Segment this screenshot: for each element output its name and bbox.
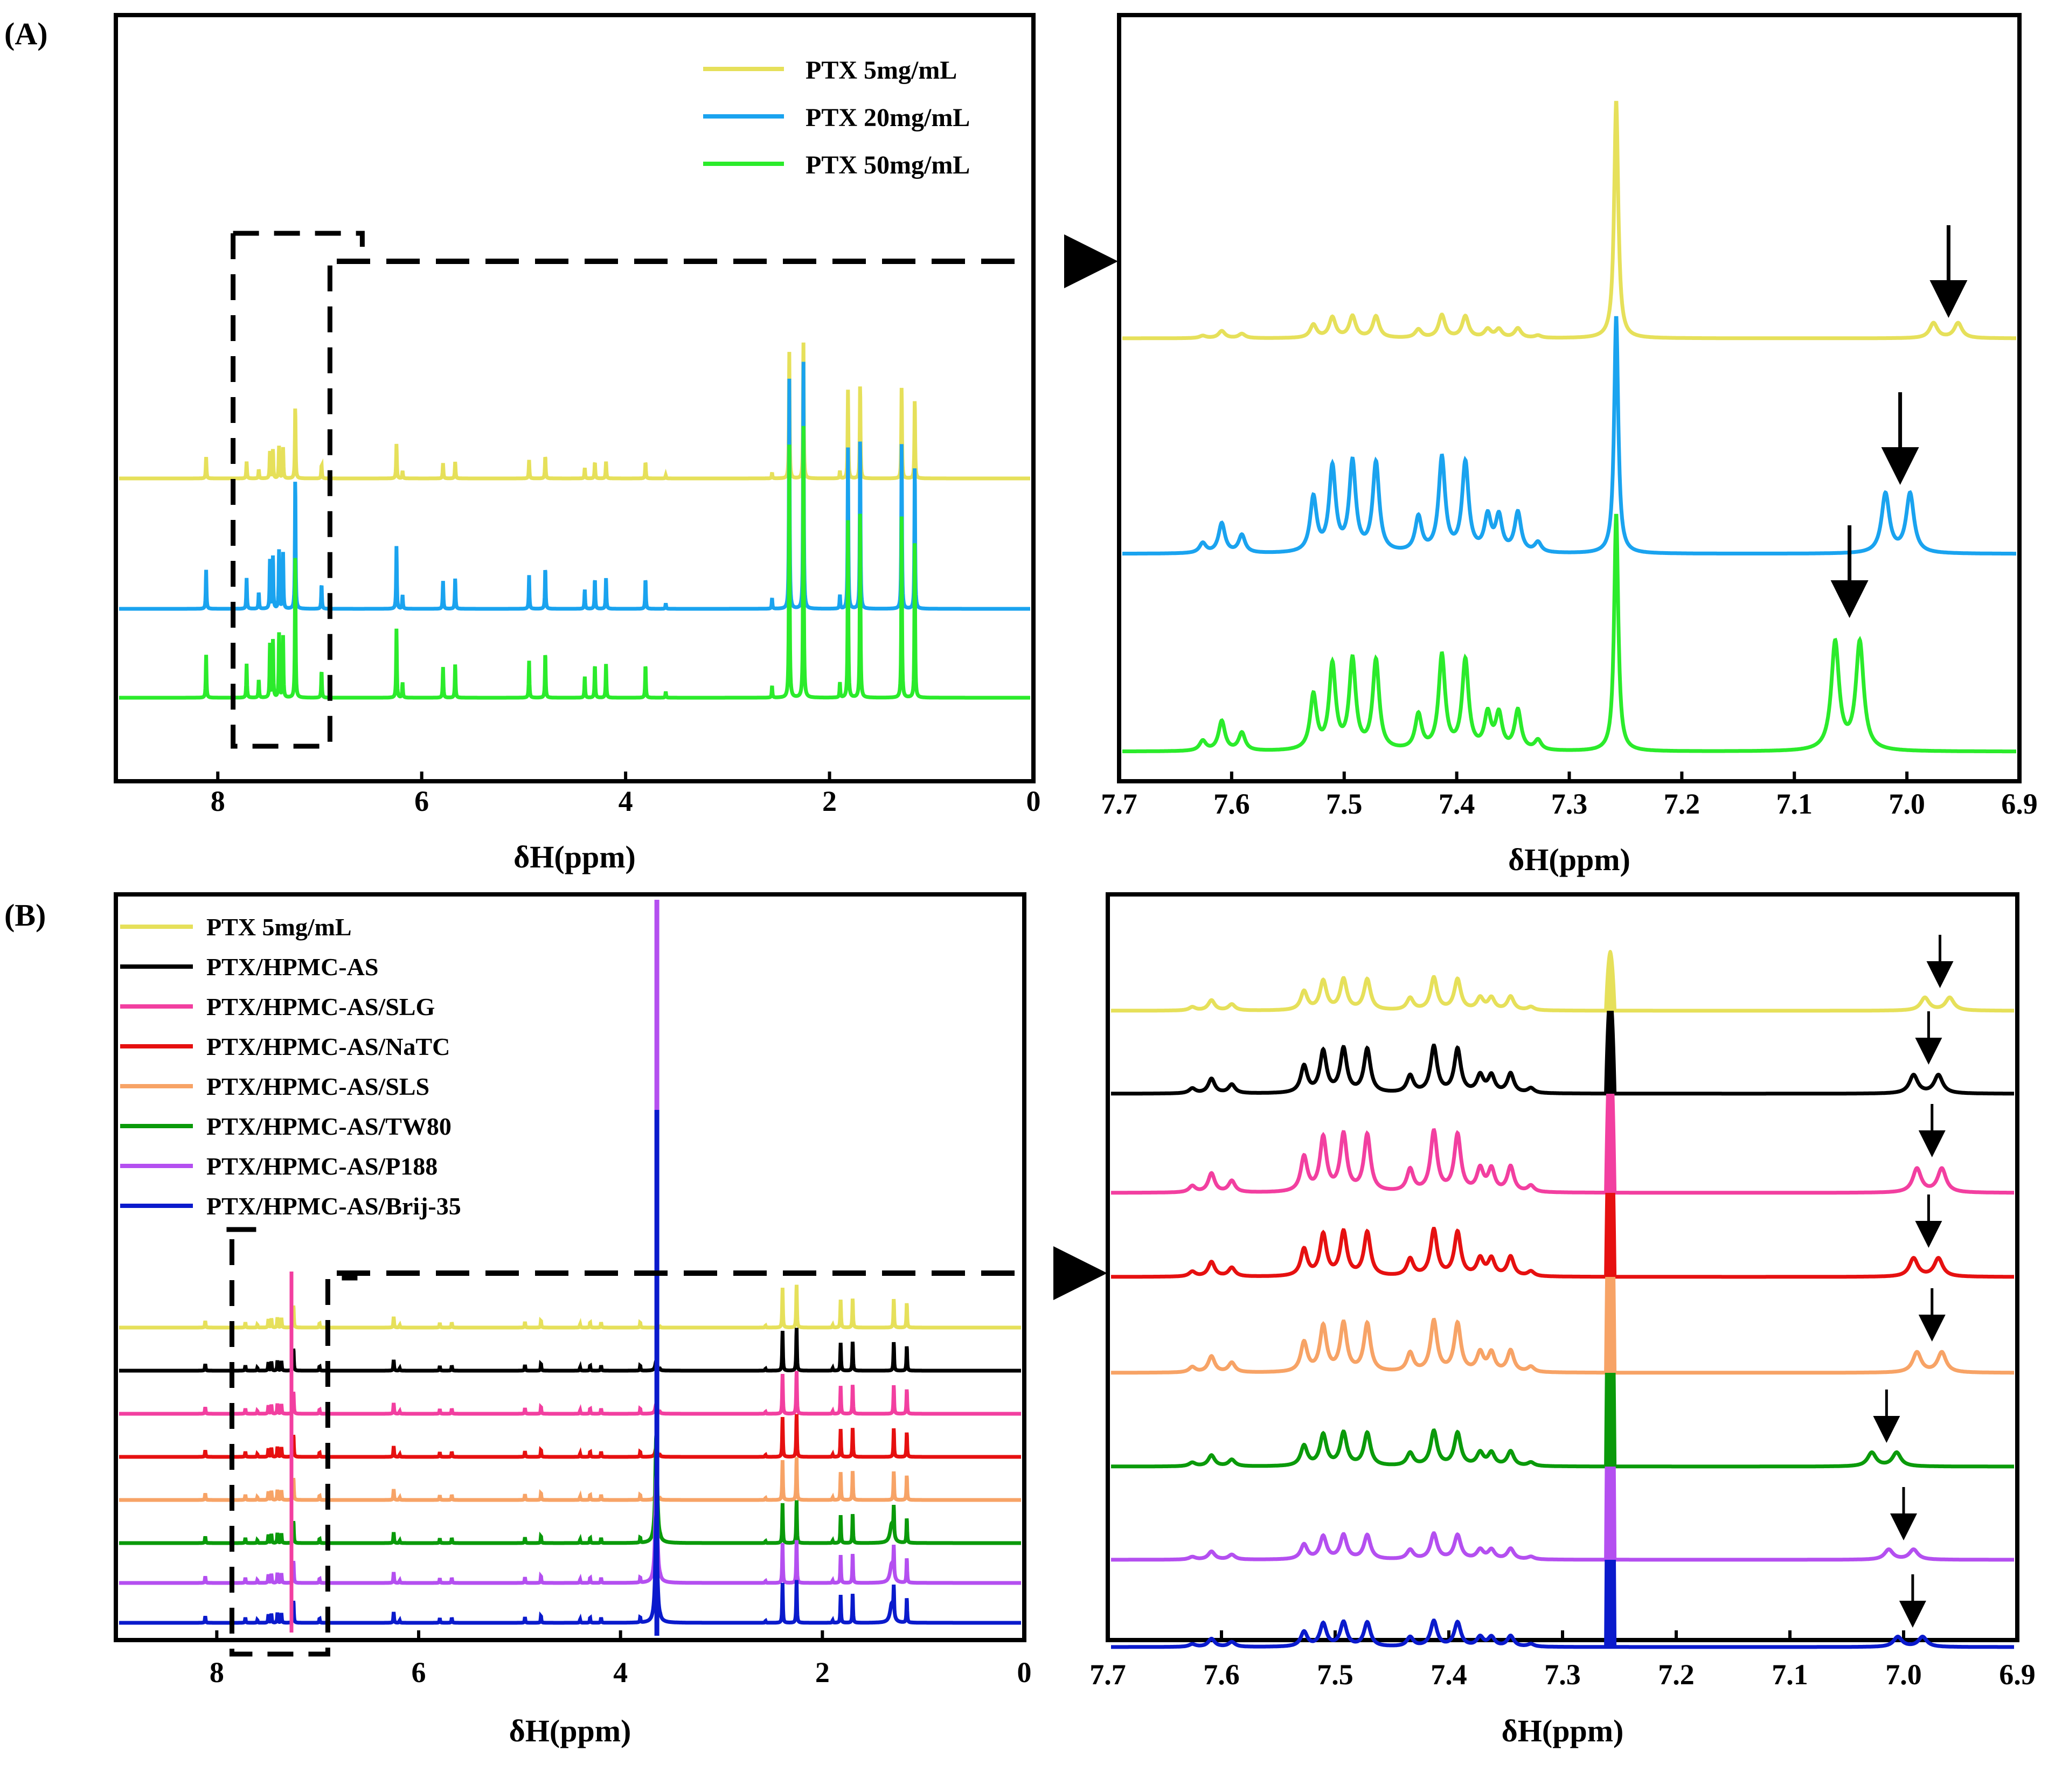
spectrum-line [119,1371,1021,1416]
panel-label-a: (A) [4,16,48,51]
x-tick-label: 7.6 [1213,788,1250,820]
inset-box [229,1239,358,1657]
legend-label: PTX/HPMC-AS [206,953,378,981]
x-tick-label: 2 [822,785,837,817]
plot-frame [114,892,1026,1642]
x-tick-label: 8 [210,1656,224,1689]
spectrum-line [119,1414,1021,1459]
x-tick-label: 7.5 [1317,1658,1353,1691]
x-tick-label: 6 [414,785,429,817]
legend-label: PTX/HPMC-AS/TW80 [206,1113,452,1140]
x-tick-label: 7.2 [1664,788,1700,820]
x-tick-label: 2 [815,1656,830,1689]
x-tick-label: 7.1 [1776,788,1813,820]
spectrum-line [119,1435,1021,1545]
x-axis-label: δH(ppm) [1508,842,1630,877]
spectrum-line [1122,513,2016,754]
x-tick-label: 6.9 [1999,1658,2036,1691]
spectrum-line [1111,1044,2014,1096]
legend-label: PTX 5mg/mL [206,913,352,941]
spectrum-line [1122,101,2016,341]
spectrum-line [1111,975,2014,1013]
chart-a-full: 8 6 4 2 0 δH(ppm) PTX 5mg/mL PTX 20mg/mL PTX 50m… [114,13,1041,874]
x-tick-label: 7.7 [1089,1658,1126,1691]
legend-label: PTX 20mg/mL [806,103,970,132]
legend-label: PTX 50mg/mL [806,151,970,179]
legend-label: PTX/HPMC-AS/P188 [206,1152,438,1180]
x-tick-label: 7.6 [1203,1658,1240,1691]
spectrum-line [1111,1428,2014,1469]
x-tick-label: 4 [619,785,633,817]
x-tick-label: 7.0 [1889,788,1925,820]
x-tick-label: 7.3 [1544,1658,1581,1691]
x-tick-label: 4 [613,1656,628,1689]
x-axis-label: δH(ppm) [509,1713,631,1748]
legend-label: PTX/HPMC-AS/SLG [206,993,435,1020]
spectrum-line [119,426,1030,700]
x-tick-label: 6 [412,1656,426,1689]
chart-b-full: 8 6 4 2 0 δH(ppm) PTX 5mg/mL PTX/HPMC-AS PTX/HPM… [114,892,1032,1748]
inset-box [231,231,365,749]
plot-frame [1106,892,2019,1642]
x-tick-label: 7.0 [1885,1658,1922,1691]
legend-label: PTX/HPMC-AS/NaTC [206,1033,450,1060]
chart-a-zoom: 7.7 7.6 7.5 7.4 7.3 7.2 7.1 7.0 6.9 δH(ppm) [1101,13,2038,877]
x-tick-label: 0 [1026,785,1041,817]
spectrum-line [119,342,1030,481]
x-tick-label: 8 [211,785,225,817]
x-tick-label: 0 [1017,1656,1032,1689]
x-axis-label: δH(ppm) [1502,1713,1624,1748]
spectrum-line [119,1475,1021,1585]
panel-label-b: (B) [4,898,46,933]
legend-label: PTX/HPMC-AS/SLS [206,1073,429,1100]
x-axis-label: δH(ppm) [513,839,636,874]
legend-label: PTX 5mg/mL [806,56,957,85]
spectrum-line [1111,1531,2014,1562]
x-tick-label: 7.4 [1431,1658,1467,1691]
spectrum-line [1122,316,2016,556]
legend-label: PTX/HPMC-AS/Brij-35 [206,1192,461,1220]
plot-frame [1117,13,2022,783]
reference-peak [1604,950,1617,1011]
plot-frame [114,13,1036,783]
spectrum-line [1111,1227,2014,1279]
spectrum-line [1111,1128,2014,1195]
spectrum-line [1111,1317,2014,1375]
x-tick-label: 7.3 [1551,788,1588,820]
spectrum-line [119,362,1030,611]
spectrum-line [119,1328,1021,1373]
x-tick-label: 6.9 [2001,788,2038,820]
spectrum-line [119,1515,1021,1625]
x-tick-label: 7.4 [1439,788,1475,820]
spectrum-line [1111,1619,2014,1649]
x-tick-label: 7.2 [1658,1658,1695,1691]
spectrum-line [119,1457,1021,1502]
x-tick-label: 7.7 [1101,788,1137,820]
chart-b-zoom: 7.7 7.6 7.5 7.4 7.3 7.2 7.1 7.0 6.9 δH(ppm) [1089,892,2036,1748]
spectrum-line [119,1284,1021,1330]
zoom-connectors [337,234,1118,1300]
x-tick-label: 7.5 [1326,788,1363,820]
x-tick-label: 7.1 [1772,1658,1808,1691]
